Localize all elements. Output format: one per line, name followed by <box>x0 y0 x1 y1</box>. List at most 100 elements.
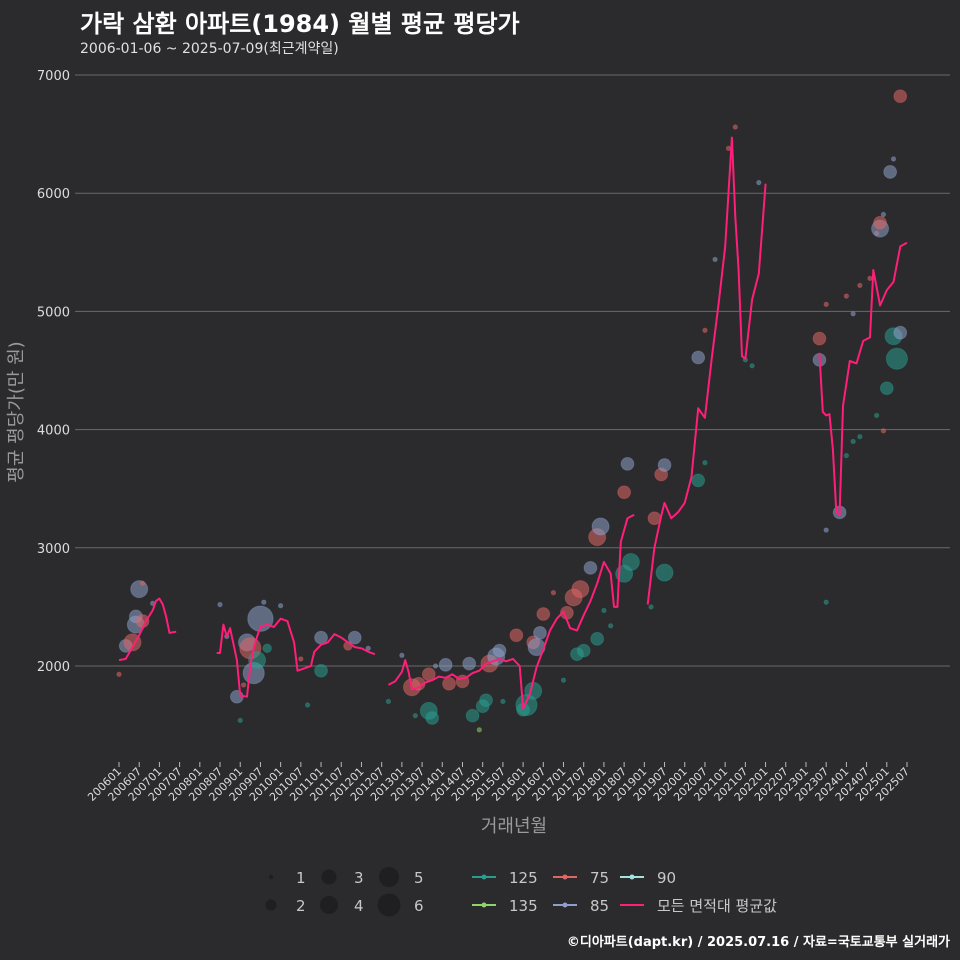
scatter-point <box>621 552 640 571</box>
scatter-point <box>850 438 856 445</box>
grid-layer <box>75 74 950 667</box>
scatter-point <box>304 702 311 708</box>
scatter-point <box>620 456 635 471</box>
x-axis-ticks: 2006012006072007012007072008012008072009… <box>85 762 912 804</box>
scatter-point <box>857 433 863 440</box>
color-legend-dot <box>481 902 487 908</box>
average-line-segment <box>818 241 908 516</box>
average-line <box>118 136 908 710</box>
size-legend-label: 1 <box>296 869 306 887</box>
scatter-point <box>347 630 362 645</box>
scatter-point <box>314 630 328 645</box>
average-line-segment <box>387 513 635 710</box>
color-legend-label: 모든 면적대 평균값 <box>657 897 777 915</box>
scatter-point <box>509 628 524 643</box>
average-line-segment <box>216 617 376 698</box>
legend: 1 2 3 4 5 6 125 135 75 85 90 모든 면적대 평균값 <box>265 867 777 917</box>
scatter-point <box>116 671 122 677</box>
scatter-point <box>560 677 567 683</box>
scatter-point <box>867 275 873 282</box>
scatter-point <box>893 89 908 104</box>
color-legend-dot <box>562 874 568 880</box>
scatter-point <box>500 698 506 705</box>
chart-subtitle: 2006-01-06 ~ 2025-07-09(최근계약일) <box>80 41 339 57</box>
scatter-point <box>476 727 483 733</box>
scatter-point <box>850 311 856 317</box>
scatter-point <box>240 682 247 688</box>
size-legend-label: 4 <box>354 897 364 915</box>
scatter-point <box>536 607 551 621</box>
scatter-point <box>607 623 614 629</box>
scatter-point <box>843 293 850 299</box>
scatter-point <box>712 256 718 263</box>
average-line-segment <box>118 597 177 662</box>
scatter-point <box>442 676 456 691</box>
scatter-point <box>725 145 732 151</box>
scatter-point <box>617 485 632 500</box>
scatter-point <box>533 626 547 640</box>
color-legend-dot <box>629 874 635 880</box>
size-legend-dot <box>321 869 337 885</box>
scatter-point <box>873 412 880 419</box>
scatter-point <box>749 363 755 369</box>
size-legend-label: 2 <box>296 897 306 915</box>
scatter-point <box>438 657 453 672</box>
scatter-point <box>879 381 894 396</box>
size-legend-label: 3 <box>354 869 364 887</box>
scatter-point <box>812 331 827 346</box>
scatter-point <box>591 517 610 536</box>
scatter-point <box>412 712 419 719</box>
color-legend-dot <box>481 874 487 880</box>
scatter-point <box>601 607 607 614</box>
scatter-point <box>571 580 590 599</box>
scatter-point <box>277 603 284 609</box>
y-tick-label: 7000 <box>37 69 70 84</box>
scatter-point <box>893 325 908 340</box>
size-legend-dot <box>268 874 274 880</box>
scatter-point <box>857 282 863 289</box>
size-legend-label: 5 <box>414 869 424 887</box>
scatter-point <box>139 580 146 586</box>
scatter-point <box>425 711 440 725</box>
scatter-point <box>702 327 708 334</box>
scatter-point <box>492 643 507 658</box>
scatter-point <box>657 458 672 472</box>
y-tick-label: 4000 <box>37 424 70 439</box>
scatter-point <box>702 459 708 466</box>
chart-title: 가락 삼환 아파트(1984) 월별 평균 평당가 <box>80 10 520 38</box>
scatter-point <box>365 645 371 651</box>
size-legend-dot <box>379 867 399 887</box>
scatter-point <box>880 428 887 434</box>
scatter-point <box>262 643 272 654</box>
color-legend-label: 125 <box>509 869 538 887</box>
size-legend-label: 6 <box>414 897 424 915</box>
scatter-point <box>823 599 829 605</box>
y-tick-label: 6000 <box>37 187 70 202</box>
scatter-point <box>298 656 304 662</box>
scatter-point <box>462 656 477 671</box>
scatter-point <box>237 717 243 724</box>
scatter-point <box>550 590 557 596</box>
scatter-point <box>217 601 223 608</box>
color-legend-dot <box>562 902 568 908</box>
scatter-point <box>432 663 439 669</box>
scatter-point <box>691 350 706 365</box>
y-axis-label: 평균 평당가(만 원) <box>6 341 27 482</box>
scatter-point <box>583 560 598 575</box>
color-legend-label: 135 <box>509 897 538 915</box>
scatter-point <box>399 652 405 659</box>
size-legend-dot <box>320 896 338 914</box>
y-tick-label: 2000 <box>37 660 70 675</box>
color-legend-label: 85 <box>590 897 609 915</box>
scatter-point <box>823 527 829 533</box>
scatter-point <box>648 604 654 610</box>
y-tick-label: 5000 <box>37 305 70 320</box>
scatter-point <box>880 211 887 218</box>
scatter-point <box>261 599 267 605</box>
scatter-point <box>873 215 887 230</box>
scatter-point <box>843 452 850 459</box>
size-legend-dot <box>265 899 277 911</box>
scatter-point <box>229 689 244 704</box>
scatter-point <box>883 165 898 179</box>
scatter-point <box>756 179 762 186</box>
